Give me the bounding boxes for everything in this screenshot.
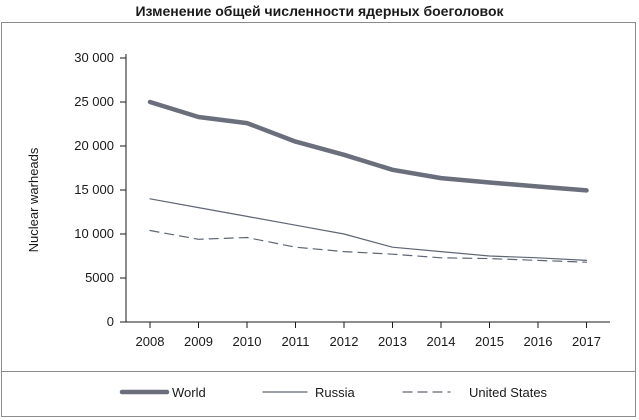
series-lines: [147, 99, 589, 263]
x-tick-label: 2011: [282, 334, 310, 349]
x-tick-labels: 2008 2009 2010 2011 2012 2013 2014 2015 2016 2017: [136, 334, 601, 349]
x-tick-label: 2009: [184, 334, 213, 349]
legend: World Russia United States: [119, 385, 548, 400]
x-tick-label: 2015: [475, 334, 504, 349]
y-tick-labels: 0 5000 10 000 15 000 20 000 25 000 30 000: [74, 50, 114, 329]
series-line-united-states: [149, 229, 588, 263]
x-tick-label: 2017: [572, 334, 601, 349]
y-tick-label: 20 000: [74, 138, 114, 153]
y-tick-label: 0: [107, 314, 114, 329]
legend-label-world: World: [172, 385, 206, 400]
chart-frame: [1, 22, 636, 417]
legend-band: [1, 371, 636, 417]
axes: [120, 54, 610, 328]
x-tick-label: 2013: [378, 334, 407, 349]
legend-label-russia: Russia: [315, 385, 356, 400]
y-tick-label: 15 000: [74, 182, 114, 197]
y-tick-label: 5000: [85, 270, 114, 285]
series-line-world: [147, 99, 589, 193]
y-tick-label: 10 000: [74, 226, 114, 241]
y-axis-title: Nuclear warheads: [26, 147, 41, 252]
x-tick-label: 2010: [233, 334, 262, 349]
x-tick-label: 2016: [524, 334, 553, 349]
y-tick-label: 30 000: [74, 50, 114, 65]
x-tick-label: 2012: [330, 334, 359, 349]
y-tick-label: 25 000: [74, 94, 114, 109]
series-line-russia: [149, 198, 588, 261]
chart-title: Изменение общей численности ядерных боег…: [135, 3, 504, 19]
legend-label-united-states: United States: [469, 385, 548, 400]
x-tick-label: 2008: [136, 334, 165, 349]
x-tick-label: 2014: [427, 334, 456, 349]
